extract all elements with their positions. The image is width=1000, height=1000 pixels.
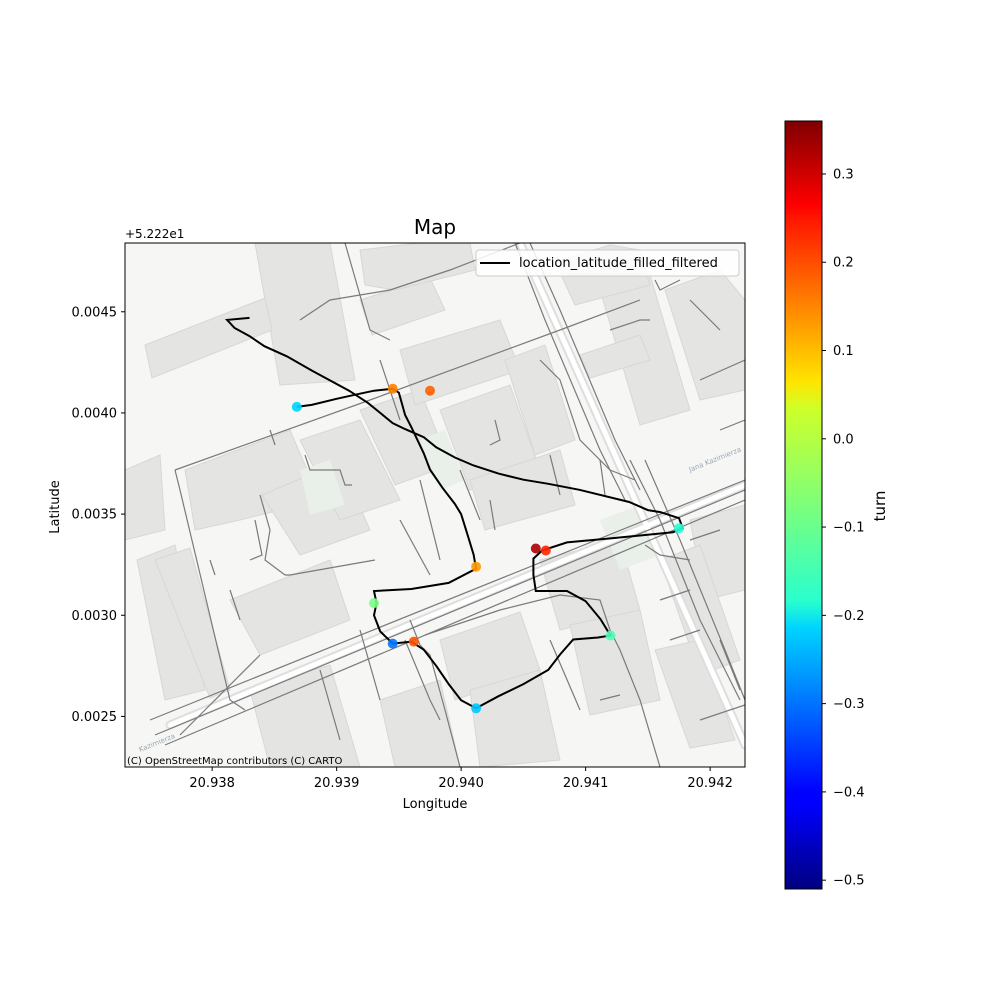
colorbar-tick-label: −0.4 [833,785,865,800]
x-tick-label: 20.939 [314,776,360,791]
colorbar-tick-label: 0.0 [833,432,854,447]
turn-marker [425,385,435,396]
axes-frame [124,242,746,768]
x-axis-label: Longitude [403,797,468,812]
colorbar-tick-label: −0.3 [833,697,865,712]
attribution: (C) OpenStreetMap contributors (C) CARTO [127,756,342,767]
turn-marker [471,703,482,714]
y-axis-label: Latitude [48,480,63,534]
colorbar: −0.5 −0.4 −0.3 −0.2 −0.1 0.0 0.1 0.2 0.3 turn [784,120,889,890]
turn-marker [540,545,551,556]
colorbar-tick-label: 0.1 [833,344,854,359]
x-tick-label: 20.942 [687,776,733,791]
y-offset-label: +5.222e1 [125,227,184,241]
colorbar-tick-label: −0.1 [833,521,865,536]
turn-marker [369,598,379,609]
y-tick-label: 0.0030 [72,609,118,624]
colorbar-tick-label: 0.2 [833,256,854,271]
turn-marker [387,638,398,649]
y-axis: 0.0025 0.0030 0.0035 0.0040 0.0045 [72,305,125,725]
colorbar-label: turn [871,491,889,522]
legend: location_latitude_filled_filtered [475,249,740,277]
turn-marker [291,401,302,412]
x-tick-label: 20.938 [189,776,235,791]
y-tick-label: 0.0045 [72,305,118,320]
turn-marker [408,636,419,647]
turn-marker [530,543,541,554]
y-tick-label: 0.0025 [72,710,118,725]
turn-marker [674,523,684,534]
legend-label: location_latitude_filled_filtered [519,256,718,271]
colorbar-tick-label: −0.5 [833,874,865,889]
x-tick-label: 20.940 [438,776,484,791]
y-tick-label: 0.0040 [72,406,118,421]
x-axis: 20.938 20.939 20.940 20.941 20.942 [189,767,733,791]
turn-marker [387,383,398,394]
basemap-tiles: Jana Kazimierza Kazimierza [125,243,745,767]
chart-title: Map [414,215,456,239]
turn-marker [605,630,616,641]
turn-marker [471,561,482,572]
x-tick-label: 20.941 [563,776,609,791]
colorbar-gradient [784,120,823,890]
colorbar-tick-label: 0.3 [833,167,854,182]
colorbar-tick-label: −0.2 [833,609,865,624]
y-tick-label: 0.0035 [72,508,118,523]
plot-layer [224,316,685,714]
